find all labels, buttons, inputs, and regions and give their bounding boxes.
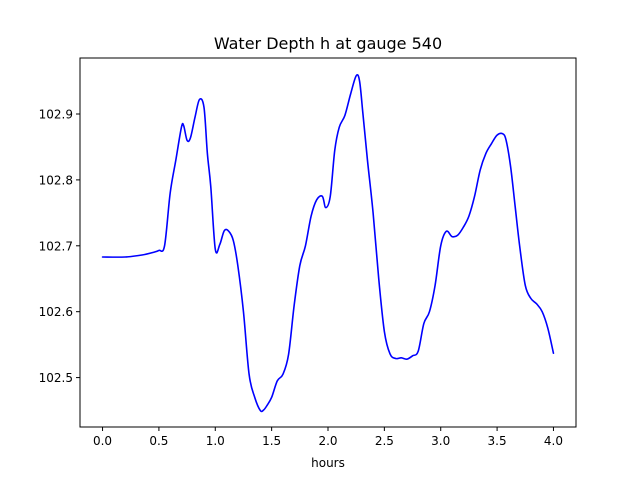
x-tick-label: 0.5: [149, 434, 168, 448]
y-tick-label: 102.6: [39, 305, 73, 319]
x-axis: 0.0 0.5 1.0 1.5 2.0 2.5 3.0 3.5 4.0: [93, 427, 563, 448]
series-line-0: [101, 73, 555, 413]
x-tick-label: 2.0: [318, 434, 337, 448]
x-tick-label: 3.5: [488, 434, 507, 448]
x-tick-label: 2.5: [375, 434, 394, 448]
y-tick-label: 102.8: [39, 173, 73, 187]
plot-area: [101, 73, 555, 413]
x-tick-label: 0.0: [93, 434, 112, 448]
x-tick-label: 4.0: [544, 434, 563, 448]
x-tick-label: 1.0: [206, 434, 225, 448]
y-tick-label: 102.7: [39, 239, 73, 253]
x-axis-label: hours: [311, 456, 345, 470]
axes-frame: [79, 57, 577, 428]
x-tick-label: 1.5: [262, 434, 281, 448]
y-tick-label: 102.9: [39, 108, 73, 122]
y-tick-label: 102.5: [39, 371, 73, 385]
y-axis: 102.5 102.6 102.7 102.8 102.9: [39, 108, 80, 385]
x-tick-label: 3.0: [431, 434, 450, 448]
chart-title: Water Depth h at gauge 540: [214, 34, 442, 53]
